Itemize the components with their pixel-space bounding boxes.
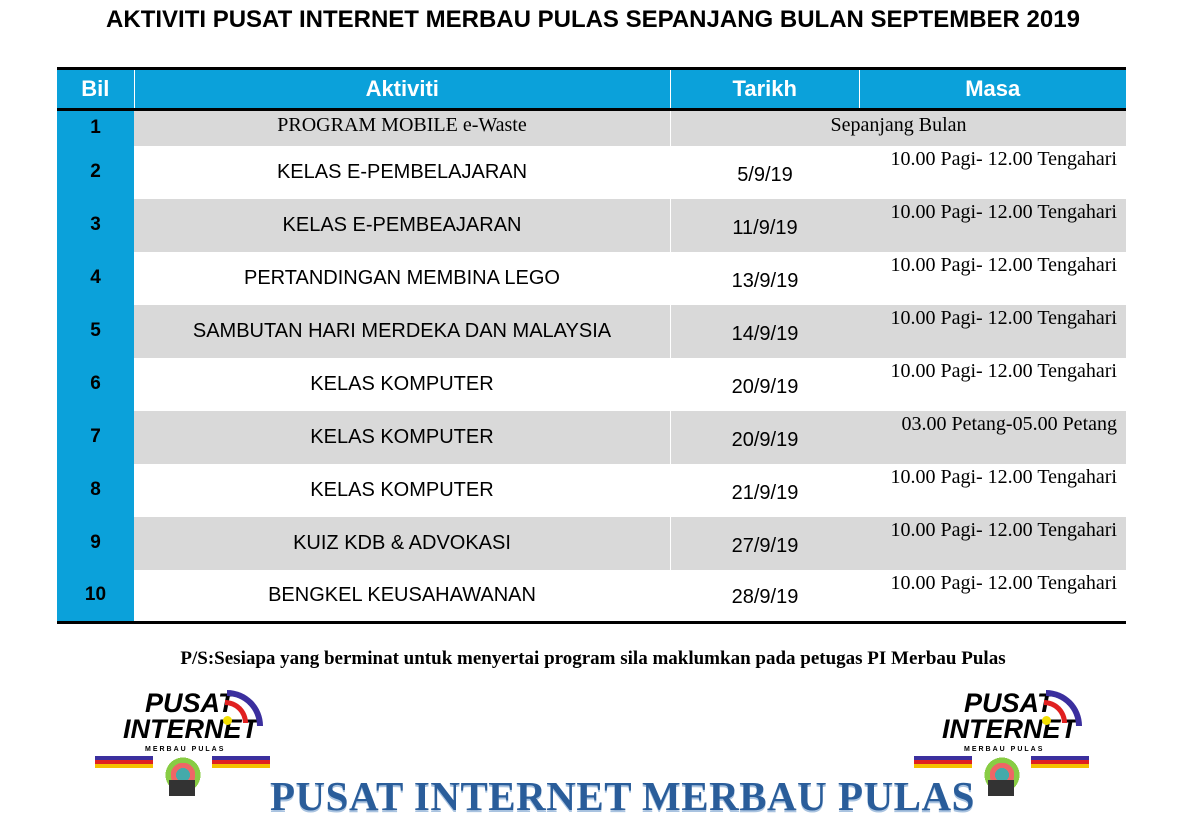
table-header: Bil Aktiviti Tarikh Masa (57, 68, 1126, 110)
logo-text: PUSAT (964, 688, 1054, 718)
cell-aktiviti: KUIZ KDB & ADVOKASI (134, 516, 671, 570)
cell-aktiviti: KELAS E-PEMBEAJARAN (134, 198, 671, 252)
cell-bil: 10 (57, 569, 134, 623)
page-title: AKTIVITI PUSAT INTERNET MERBAU PULAS SEP… (106, 6, 1080, 33)
wifi-dot-icon (223, 716, 232, 725)
cell-aktiviti: KELAS KOMPUTER (134, 410, 671, 464)
cell-aktiviti: SAMBUTAN HARI MERDEKA DAN MALAYSIA (134, 304, 671, 358)
cell-aktiviti: PROGRAM MOBILE e-Waste (134, 109, 671, 146)
logo-text: PUSAT (145, 688, 235, 718)
cell-bil: 1 (57, 109, 134, 146)
cell-aktiviti: PERTANDINGAN MEMBINA LEGO (244, 266, 560, 289)
cell-masa: 10.00 Pagi- 12.00 Tengahari (859, 516, 1126, 570)
logo-right: PUSAT INTERNET MERBAU PULAS (914, 688, 1089, 808)
table-row: 9 KUIZ KDB & ADVOKASI 27/9/19 10.00 Pagi- 1… (57, 516, 1126, 570)
flag-stripe (95, 756, 153, 768)
cell-bil: 9 (57, 516, 134, 570)
cell-tarikh: 11/9/19 (670, 198, 859, 252)
laptop-icon (169, 780, 195, 796)
cell-tarikh: 27/9/19 (670, 516, 859, 570)
cell-tarikh: 21/9/19 (670, 463, 859, 517)
cell-masa: 10.00 Pagi- 12.00 Tengahari (890, 571, 1117, 594)
cell-bil: 5 (57, 304, 134, 358)
header-tarikh: Tarikh (670, 68, 859, 110)
cell-aktiviti: BENGKEL KEUSAHAWANAN (268, 583, 536, 606)
laptop-icon (988, 780, 1014, 796)
cell-masa: 10.00 Pagi- 12.00 Tengahari (859, 198, 1126, 252)
cell-tarikh: 20/9/19 (670, 410, 859, 464)
logo-text: MERBAU PULAS (145, 746, 226, 753)
table-row: 8 KELAS KOMPUTER 21/9/19 10.00 Pagi- 12.00 … (57, 463, 1126, 517)
cell-aktiviti: KELAS KOMPUTER (310, 478, 494, 501)
activity-table: Bil Aktiviti Tarikh Masa 1 PROGRAM MOBIL… (57, 67, 1126, 624)
cell-tarikh: 20/9/19 (670, 357, 859, 411)
cell-bil: 3 (57, 198, 134, 252)
header-bil: Bil (81, 76, 110, 101)
header-aktiviti: Aktiviti (133, 68, 671, 110)
flag-stripe (914, 756, 972, 768)
cell-tarikh: 5/9/19 (670, 145, 859, 199)
logo-left: PUSAT INTERNET MERBAU PULAS (95, 688, 270, 808)
table-row: 1 PROGRAM MOBILE e-Waste Sepanjang Bulan (57, 109, 1126, 146)
wifi-dot-icon (1042, 716, 1051, 725)
cell-masa: 10.00 Pagi- 12.00 Tengahari (890, 359, 1117, 382)
table-row: 10 BENGKEL KEUSAHAWANAN 28/9/19 10.00 Pagi-… (57, 569, 1126, 623)
cell-tarikh: 14/9/19 (670, 304, 859, 358)
table-row: 4 PERTANDINGAN MEMBINA LEGO 13/9/19 10.00 P… (57, 251, 1126, 305)
cell-tarikh: 13/9/19 (670, 251, 859, 305)
table-row: 3 KELAS E-PEMBEAJARAN 11/9/19 10.00 Pagi- 1… (57, 198, 1126, 252)
note-text: P/S:Sesiapa yang berminat untuk menyerta… (180, 648, 1006, 669)
cell-masa: 10.00 Pagi- 12.00 Tengahari (859, 304, 1126, 358)
table-row: 7 KELAS KOMPUTER 20/9/19 03.00 Petang-05.00… (57, 410, 1126, 464)
cell-masa: 03.00 Petang-05.00 Petang (859, 410, 1126, 464)
table-row: 2 KELAS E-PEMBELAJARAN 5/9/19 10.00 Pagi- 1… (57, 145, 1126, 199)
table-row: 5 SAMBUTAN HARI MERDEKA DAN MALAYSIA 14/9/… (57, 304, 1126, 358)
cell-tarikh: 28/9/19 (670, 569, 859, 623)
cell-bil: 2 (57, 145, 134, 199)
header-masa: Masa (858, 68, 1126, 110)
cell-bil: 4 (57, 251, 134, 305)
cell-masa: 10.00 Pagi- 12.00 Tengahari (890, 253, 1117, 276)
cell-aktiviti: KELAS KOMPUTER (310, 372, 494, 395)
cell-aktiviti: KELAS E-PEMBELAJARAN (276, 160, 528, 183)
cell-masa: 10.00 Pagi- 12.00 Tengahari (890, 147, 1117, 170)
cell-tarikh-masa: Sepanjang Bulan (670, 109, 1126, 146)
cell-bil: 8 (57, 463, 134, 517)
table-row: 6 KELAS KOMPUTER 20/9/19 10.00 Pagi- 12.00 … (57, 357, 1126, 411)
flag-stripe (1031, 756, 1089, 768)
cell-bil: 6 (57, 357, 134, 411)
brand-wordart: PUSAT INTERNET MERBAU PULAS (270, 773, 975, 819)
logo-text: MERBAU PULAS (964, 746, 1045, 753)
flag-stripe (212, 756, 270, 768)
cell-masa: 10.00 Pagi- 12.00 Tengahari (890, 465, 1117, 488)
cell-bil: 7 (57, 410, 134, 464)
